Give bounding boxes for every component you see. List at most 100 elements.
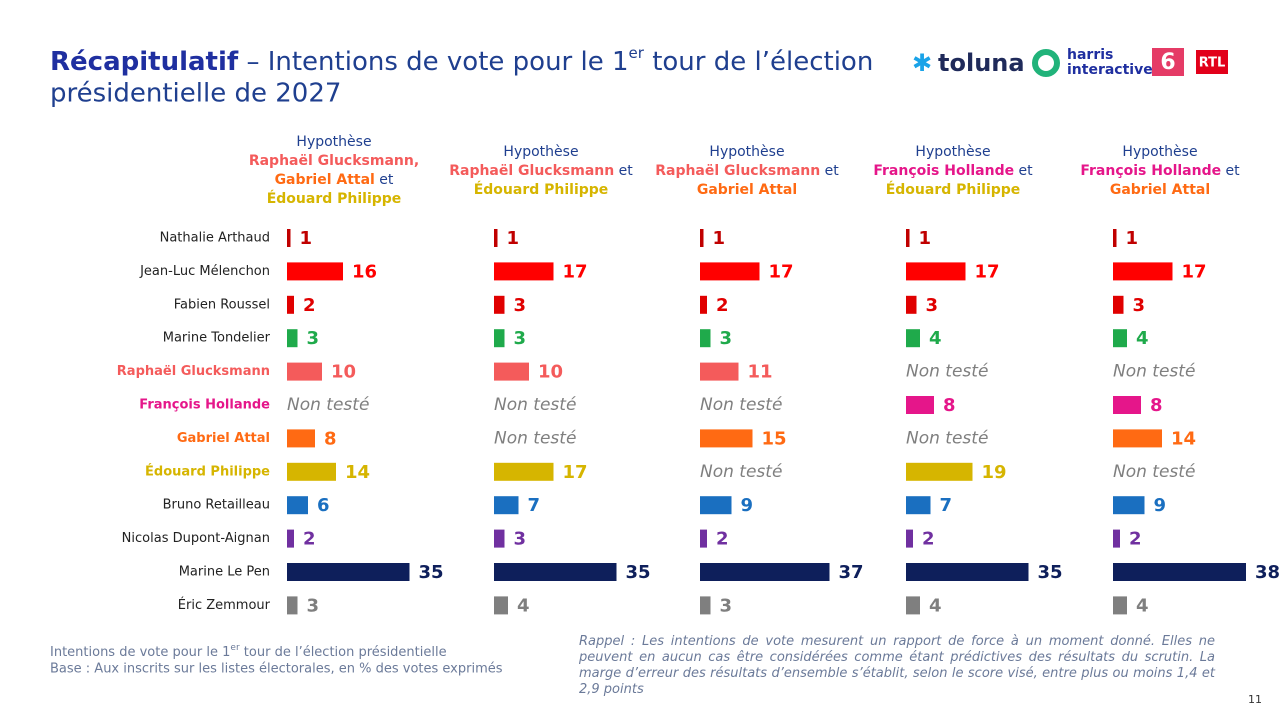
value-label: 8 [943,395,956,416]
bar [700,362,739,381]
category-label: Marine Le Pen [179,565,270,580]
logo-m6-bg [1152,48,1184,76]
not-tested: Non testé [287,395,369,415]
header-segment: Édouard Philippe [267,190,402,207]
value-label: 2 [1129,529,1142,550]
title: Récapitulatif – Intentions de vote pour … [50,44,873,77]
category-label: Raphaël Glucksmann [117,364,270,379]
header-segment: Édouard Philippe [474,181,609,198]
bar [700,262,760,281]
value-label: 8 [324,428,337,449]
bar [494,529,505,548]
value-label: 14 [345,462,370,483]
bar [906,262,966,281]
header-segment: Gabriel Attal [1110,182,1210,198]
logo-toluna: toluna [938,49,1025,77]
bar [906,329,920,348]
header-segment: et [614,163,633,179]
bar [700,295,707,314]
header-segment: Hypothèse [709,144,784,160]
logo-harris: harris [1067,47,1113,63]
panel-header: Gabriel Attal et [275,172,394,188]
header-segment: et [375,172,394,188]
header-segment: François Hollande [873,163,1014,179]
value-label: 17 [563,462,588,483]
value-label: 3 [514,295,527,316]
value-label: 11 [748,362,773,383]
panel-header: Raphaël Glucksmann, [249,153,419,169]
value-label: 1 [919,228,932,249]
value-label: 3 [720,328,733,349]
bar [906,563,1029,581]
value-label: 19 [982,462,1007,483]
bar [906,496,931,515]
header-segment: Gabriel Attal [275,172,375,188]
bar [494,229,498,247]
bar [287,496,308,515]
panel-header: Gabriel Attal [1110,182,1210,198]
not-tested: Non testé [494,428,576,448]
bar [700,529,707,548]
bar [906,295,917,314]
bar [494,329,505,348]
bar [287,462,336,481]
value-label: 9 [1154,495,1167,516]
value-label: 16 [352,261,377,282]
value-label: 1 [1126,228,1139,249]
value-label: 4 [929,595,942,616]
value-label: 2 [303,295,316,316]
bar [1113,329,1127,348]
title-text: tour de l’élection [644,47,873,77]
header-segment: et [1221,163,1240,179]
footer-sup: er [230,643,240,653]
value-label: 17 [975,261,1000,282]
logo-rtl: RTL [1199,56,1226,71]
value-label: 7 [940,495,953,516]
category-label: Bruno Retailleau [163,498,270,513]
logo-m6: 6 [1160,50,1175,75]
value-label: 35 [419,562,444,583]
not-tested: Non testé [906,428,988,448]
value-label: 3 [926,295,939,316]
value-label: 10 [331,362,356,383]
value-label: 1 [507,228,520,249]
header-segment: Hypothèse [1122,144,1197,160]
bar [287,329,298,348]
category-label: François Hollande [139,398,270,413]
bar [1113,563,1246,581]
page-number: 11 [1248,693,1262,706]
bar [287,229,291,247]
value-label: 38 [1255,562,1280,583]
bar [1113,529,1120,548]
category-label: Marine Tondelier [163,331,271,346]
title-line2: présidentielle de 2027 [50,79,341,109]
bar [906,462,973,481]
category-label: Éric Zemmour [178,597,271,613]
header-segment: et [820,163,839,179]
value-label: 15 [762,428,787,449]
bar [1113,396,1141,414]
panel-header: Hypothèse [1122,144,1197,160]
title-bold: Récapitulatif [50,47,239,77]
bar [700,596,711,615]
bar [906,229,910,247]
title-sup: er [629,44,645,62]
bar [1113,229,1117,247]
panel-header: Raphaël Glucksmann et [655,163,839,179]
value-label: 3 [514,328,527,349]
value-label: 4 [1136,595,1149,616]
note: Rappel : Les intentions de vote mesurent… [579,634,1215,697]
panel-header: François Hollande et [1080,163,1240,179]
bar [494,596,508,615]
value-label: 7 [528,495,541,516]
category-label: Fabien Roussel [174,297,270,312]
bar [494,462,554,481]
category-label: Jean-Luc Mélenchon [139,264,270,279]
category-label: Gabriel Attal [177,431,270,446]
bar [906,596,920,615]
bar [494,362,529,381]
value-label: 17 [1182,261,1207,282]
bar [1113,429,1162,448]
not-tested: Non testé [700,462,782,482]
